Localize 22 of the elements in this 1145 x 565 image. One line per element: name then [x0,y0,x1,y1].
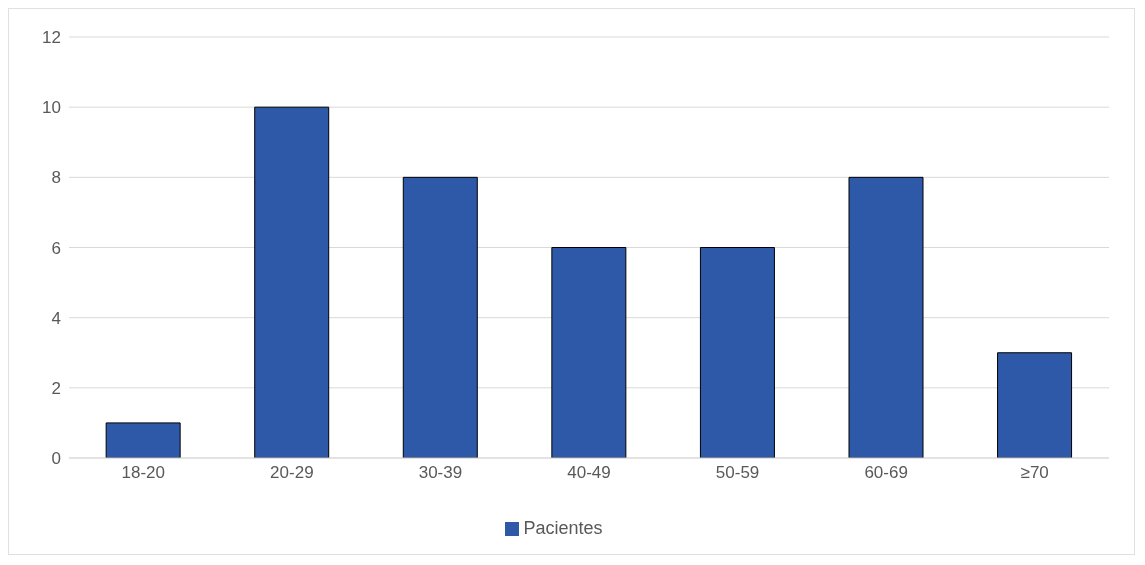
y-tick-label: 0 [51,449,61,469]
x-tick-label: 20-29 [270,463,314,483]
y-tick-label: 8 [51,168,61,188]
y-tick-label: 12 [42,28,61,48]
legend-label: Pacientes [523,518,603,538]
y-tick-label: 4 [51,308,61,328]
bar [997,352,1073,458]
y-tick-label: 6 [51,238,61,258]
bar [699,247,775,458]
y-tick-label: 10 [42,98,61,118]
x-tick-label: 50-59 [715,463,760,483]
y-tick-label: 2 [51,378,61,398]
x-tick-label: 30-39 [418,463,463,483]
bar [105,422,181,458]
x-tick-label: 40-49 [567,463,611,483]
x-tick-label: 18-20 [121,463,166,483]
bar [402,176,478,458]
x-tick-label: ≥70 [1020,463,1049,483]
bar [551,247,627,458]
bar [848,176,924,458]
bar [254,106,330,458]
x-tick-label: 60-69 [864,463,908,483]
